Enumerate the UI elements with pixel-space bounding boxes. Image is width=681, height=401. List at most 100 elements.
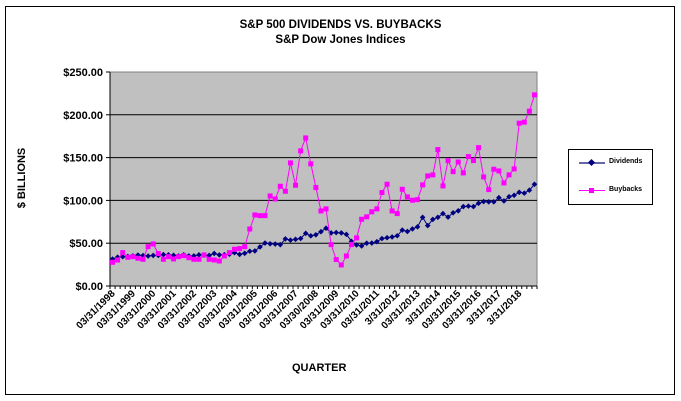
data-point-buybacks [460,170,466,176]
data-point-buybacks [237,246,243,252]
data-point-dividends [419,214,426,221]
data-point-buybacks [440,183,446,189]
data-point-buybacks [415,197,421,203]
data-point-buybacks [150,241,156,247]
data-point-buybacks [409,197,415,203]
data-point-buybacks [384,181,390,187]
data-point-dividends [262,240,268,246]
data-point-dividends [480,198,487,205]
data-point-buybacks [221,253,227,259]
data-point-dividends [531,181,538,188]
data-point-buybacks [191,256,197,262]
data-point-dividends [450,210,456,216]
data-point-buybacks [216,258,222,264]
y-tick-label: $250.00 [63,67,103,79]
data-point-dividends [241,250,248,257]
data-point-buybacks [165,254,171,260]
data-point-dividends [282,236,289,242]
data-point-buybacks [206,256,212,262]
data-point-dividends [399,227,406,233]
data-point-dividends [521,190,528,196]
data-point-buybacks [293,182,299,188]
data-point-buybacks [435,147,441,153]
data-point-buybacks [338,262,344,268]
data-point-dividends [135,252,141,258]
data-point-buybacks [333,257,339,263]
data-point-buybacks [521,119,527,125]
data-point-buybacks [516,120,522,126]
data-point-buybacks [470,158,476,164]
data-point-buybacks [176,254,182,260]
data-point-dividends [160,251,167,258]
data-point-buybacks [211,257,217,263]
data-point-buybacks [201,252,207,258]
data-point-dividends [496,194,502,201]
data-point-buybacks [272,196,278,202]
data-point-buybacks [496,168,502,174]
data-point-dividends [435,214,441,221]
data-point-buybacks [196,256,202,262]
data-point-dividends [343,231,350,238]
legend-label-buybacks: Buybacks [609,186,643,193]
data-point-dividends [267,240,273,247]
data-point-dividends [455,208,462,214]
data-point-buybacks [120,250,126,256]
data-point-dividends [206,252,212,259]
data-point-buybacks [359,216,365,222]
data-point-buybacks [247,226,253,232]
y-tick-label: $0.00 [75,281,103,293]
data-point-buybacks [298,148,304,154]
data-point-buybacks [501,180,507,186]
data-point-buybacks [465,154,471,160]
data-point-buybacks [455,159,461,165]
data-point-buybacks [526,108,532,114]
data-point-dividends [465,203,472,209]
data-point-buybacks [369,209,375,215]
data-point-dividends [414,224,421,230]
data-point-buybacks [445,158,451,164]
data-point-buybacks [242,244,248,250]
data-point-buybacks [125,254,131,260]
data-point-dividends [389,234,395,240]
data-point-dividends [246,248,253,255]
data-point-buybacks [145,244,151,250]
data-point-dividends [368,240,375,246]
data-point-dividends [307,233,314,239]
data-point-buybacks [511,166,517,172]
data-point-buybacks [287,160,293,166]
data-point-buybacks [110,259,116,265]
chart-title: S&P 500 DIVIDENDS VS. BUYBACKS [239,19,442,31]
data-point-dividends [379,235,385,242]
data-point-dividends [333,229,340,236]
data-point-buybacks [308,161,314,167]
data-point-buybacks [420,182,426,188]
data-point-dividends [353,242,360,248]
legend-item-buybacks: Buybacks [569,184,654,198]
data-point-buybacks [130,254,136,260]
data-point-dividends [475,200,482,207]
data-point-buybacks [328,242,334,248]
data-point-dividends [424,222,431,229]
y-tick-label: $200.00 [63,110,103,122]
data-point-dividends [302,230,309,237]
data-point-buybacks [140,256,146,262]
data-point-dividends [409,226,416,232]
data-point-buybacks [364,214,370,220]
data-point-buybacks [318,208,324,214]
y-tick-label: $50.00 [69,238,103,250]
legend: Dividends Buybacks [568,149,653,205]
data-point-buybacks [232,246,238,252]
data-point-buybacks [226,250,232,256]
data-point-dividends [429,216,436,223]
data-point-dividends [277,241,284,248]
data-point-buybacks [354,235,360,241]
data-point-dividends [516,189,523,196]
data-point-buybacks [323,206,329,212]
data-point-buybacks [491,166,497,172]
data-point-dividends [323,225,329,232]
data-point-dividends [358,243,365,249]
y-tick-label: $150.00 [63,153,103,165]
data-point-buybacks [399,186,405,192]
data-point-dividends [460,203,467,210]
